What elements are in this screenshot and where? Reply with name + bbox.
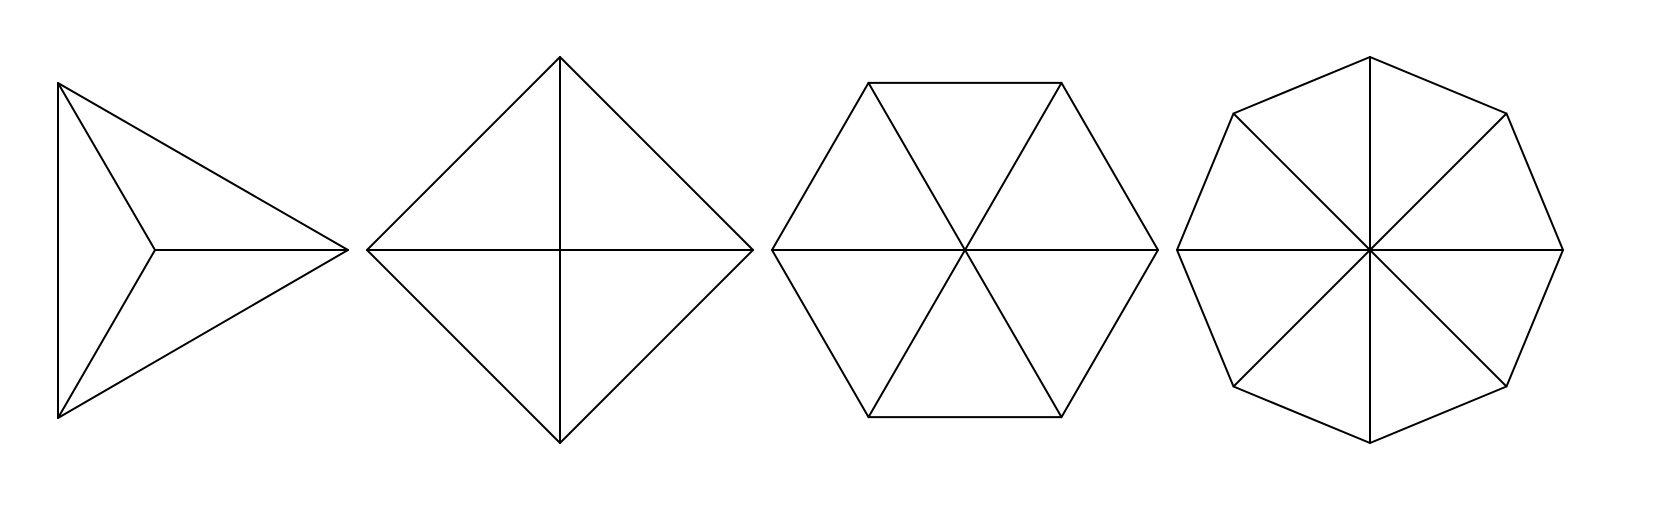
octagon-outline-edge xyxy=(1232,385,1371,444)
octagon-outline-edge xyxy=(1369,385,1508,444)
hexagon-spoke xyxy=(867,81,966,251)
octagon-outline-edge xyxy=(1505,249,1564,388)
square-outline-edge xyxy=(559,56,754,251)
octagon-spoke xyxy=(1369,112,1508,251)
octagon-outline-edge xyxy=(1176,249,1235,388)
hexagon-outline-edge xyxy=(1060,249,1159,419)
square-figure xyxy=(366,56,754,444)
hexagon-spoke xyxy=(867,249,966,419)
triangle-figure xyxy=(57,82,349,419)
octagon-outline-edge xyxy=(1505,112,1564,251)
hexagon-outline-edge xyxy=(1060,81,1159,251)
square-outline-edge xyxy=(559,249,754,444)
octagon-outline-edge xyxy=(1176,112,1235,251)
octagon-spoke xyxy=(1232,112,1371,251)
hexagon-outline-edge xyxy=(771,81,870,251)
square-outline-edge xyxy=(366,56,561,251)
triangle-spoke xyxy=(57,82,156,251)
octagon-outline-edge xyxy=(1232,56,1371,115)
octagon-figure xyxy=(1176,56,1564,444)
triangle-outline-edge xyxy=(57,249,349,419)
octagon-outline-edge xyxy=(1369,56,1508,115)
hexagon-spoke xyxy=(964,81,1063,251)
triangle-outline-edge xyxy=(57,82,349,251)
triangle-spoke xyxy=(57,249,156,419)
octagon-spoke xyxy=(1369,249,1508,388)
octagon-spoke xyxy=(1232,249,1371,388)
hexagon-spoke xyxy=(964,249,1063,419)
hexagon-outline-edge xyxy=(771,249,870,419)
hexagon-figure xyxy=(771,81,1159,419)
square-outline-edge xyxy=(366,249,561,444)
